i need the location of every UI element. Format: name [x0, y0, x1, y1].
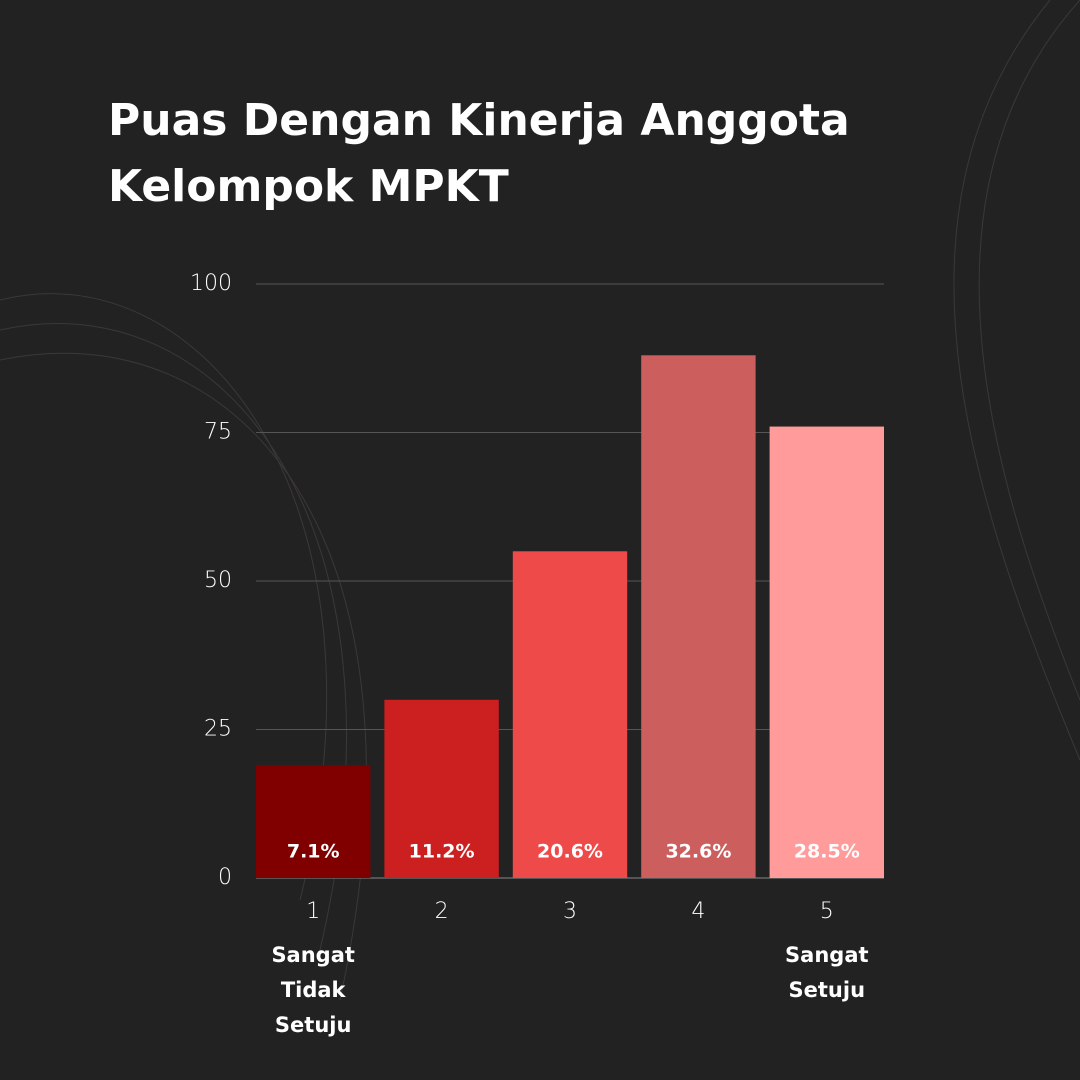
bar-annotation: 28.5% — [794, 841, 860, 863]
bar-annotation: 7.1% — [287, 841, 340, 863]
bar — [256, 765, 371, 878]
x-tick-label: 5 — [820, 899, 834, 924]
x-tick-label: 2 — [435, 899, 449, 924]
scale-label: Sangat Tidak Setuju — [271, 943, 355, 1037]
bar — [769, 426, 884, 878]
chart-title: Puas Dengan Kinerja Anggota Kelompok MPK… — [108, 95, 850, 212]
x-tick-label: 1 — [306, 899, 320, 924]
y-tick-label: 100 — [190, 271, 232, 296]
bar-annotation: 32.6% — [665, 841, 731, 863]
x-tick-label: 3 — [563, 899, 577, 924]
y-tick-label: 75 — [204, 420, 232, 445]
bar-annotation: 20.6% — [537, 841, 603, 863]
y-tick-label: 50 — [204, 568, 232, 593]
bar — [512, 551, 628, 878]
bar — [384, 699, 499, 878]
x-tick-label: 4 — [691, 899, 705, 924]
bar-annotation: 11.2% — [409, 841, 475, 863]
y-tick-label: 25 — [204, 717, 232, 742]
bar — [641, 355, 756, 878]
y-tick-label: 0 — [218, 865, 232, 890]
scale-label: Sangat Setuju — [785, 943, 869, 1002]
